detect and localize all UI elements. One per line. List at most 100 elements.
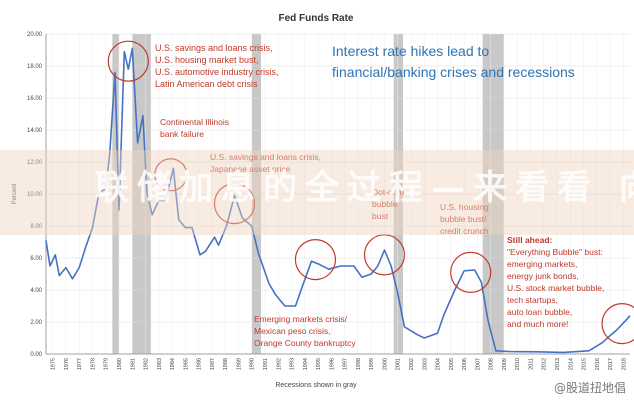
x-tick-label: 1985: [183, 358, 189, 370]
annotation-line: U.S. stock market bubble,: [507, 283, 604, 293]
x-tick-label: 2000: [382, 358, 388, 370]
x-tick-label: 2006: [462, 358, 468, 370]
axes: 0.00 2.00 4.00 6.00 8.00 10.00 12.00 14.00 16.00…: [27, 32, 630, 370]
annotation-line: tech startups,: [507, 295, 558, 305]
y-axis-label: Percent: [12, 183, 18, 204]
x-tick-label: 2018: [621, 358, 627, 370]
highlight-circle-3: [294, 239, 337, 281]
x-tick-label: 1997: [343, 358, 349, 370]
annotation-line: emerging markets,: [507, 259, 577, 269]
annotation-line: Orange County bankruptcy: [254, 338, 356, 348]
x-tick-label: 1976: [64, 358, 70, 370]
highlight-circle-5: [450, 251, 492, 293]
x-tick-label: 1987: [210, 358, 216, 370]
y-tick-label: 14.00: [27, 128, 43, 134]
x-tick-label: 2009: [502, 358, 508, 370]
annotation-line: bubble: [372, 199, 398, 209]
annotation-5: Emerging markets crisis/Mexican peso cri…: [254, 314, 356, 348]
x-tick-label: 1977: [77, 358, 83, 370]
overlay-caption: 联储加息的全过程—来看看 向: [95, 168, 634, 208]
annotation-line: Mexican peso crisis,: [254, 326, 331, 336]
y-tick-label: 0.00: [30, 352, 42, 358]
annotation-6: Still ahead: "Everything Bubble" bust: eme…: [507, 235, 604, 329]
x-tick-label: 1979: [104, 358, 110, 370]
x-tick-label: 2004: [436, 358, 442, 370]
y-tick-label: 8.00: [30, 224, 42, 230]
highlight-circle-4: [363, 234, 406, 276]
x-tick-label: 2015: [582, 358, 588, 370]
x-tick-label: 2010: [515, 358, 521, 370]
y-tick-label: 6.00: [30, 256, 42, 262]
y-tick-label: 10.00: [27, 192, 43, 198]
annotation-2: U.S. savings and loans crisis, Japanese a…: [210, 152, 321, 174]
x-tick-label: 1995: [316, 358, 322, 370]
y-tick-label: 2.00: [30, 320, 42, 326]
x-tick-label: 2005: [449, 358, 455, 370]
watermark: @股道扭地倡: [553, 381, 626, 395]
chart-title: Fed Funds Rate: [278, 13, 353, 24]
highlight-circle-2: [213, 183, 256, 225]
x-tick-label: 2014: [568, 358, 574, 370]
x-tick-label: 2013: [555, 358, 561, 370]
annotation-line: bust: [372, 211, 389, 221]
y-tick-label: 18.00: [27, 64, 43, 70]
x-tick-label: 1982: [144, 358, 150, 370]
x-tick-label: 2002: [409, 358, 415, 370]
x-tick-label: 1993: [290, 358, 296, 370]
headline-line-2: financial/banking crises and recessions: [332, 64, 575, 80]
x-tick-label: 2007: [475, 358, 481, 370]
x-tick-label: 2012: [542, 358, 548, 370]
annotation-line: auto loan bubble,: [507, 307, 572, 317]
annotation-line: bank failure: [160, 129, 204, 139]
highlight-circle-6: [601, 303, 634, 345]
annotation-line: "Everything Bubble" bust:: [507, 247, 603, 257]
series-line-layer: [45, 47, 631, 354]
x-tick-label: 1984: [170, 358, 176, 370]
x-tick-label: 1992: [276, 358, 282, 370]
annotation-0: U.S. savings and loans crisis, U.S. housi…: [155, 43, 279, 89]
x-tick-label: 2016: [595, 358, 601, 370]
annotation-line: U.S. savings and loans crisis,: [155, 43, 273, 53]
x-tick-label: 1988: [223, 358, 229, 370]
annotation-line: Dot-com: [372, 187, 404, 197]
annotation-line: credit crunch: [440, 226, 489, 236]
y-tick-label: 16.00: [27, 96, 43, 102]
x-tick-label: 2003: [422, 358, 428, 370]
annotation-line: bubble bust/: [440, 214, 487, 224]
annotation-line: and much more!: [507, 319, 568, 329]
x-tick-label: 1980: [117, 358, 123, 370]
x-tick-label: 2008: [489, 358, 495, 370]
x-tick-label: 1989: [236, 358, 242, 370]
y-tick-label: 4.00: [30, 288, 42, 294]
x-tick-label: 1999: [369, 358, 375, 370]
annotation-line: Japanese asset price: [210, 164, 291, 174]
highlight-circle-1: [154, 158, 188, 192]
annotation-line: U.S. housing: [440, 202, 489, 212]
x-tick-label: 1978: [90, 358, 96, 370]
annotation-4: U.S. housing bubble bust/credit crunch: [440, 202, 489, 236]
annotation-1: Continental Illinois bank failure: [160, 117, 229, 139]
annotation-line: energy junk bonds,: [507, 271, 579, 281]
x-tick-label: 1983: [157, 358, 163, 370]
x-tick-label: 1975: [51, 358, 57, 370]
x-tick-label: 1981: [130, 358, 136, 370]
x-tick-label: 1998: [356, 358, 362, 370]
y-tick-label: 12.00: [27, 160, 43, 166]
headline-line-1: Interest rate hikes lead to: [332, 43, 489, 59]
annotation-line: Still ahead:: [507, 235, 553, 245]
y-tick-label: 20.00: [27, 32, 43, 38]
x-tick-label: 1994: [303, 358, 309, 370]
x-tick-label: 2001: [396, 358, 402, 370]
x-tick-label: 1990: [250, 358, 256, 370]
x-tick-label: 2011: [528, 358, 534, 370]
annotations: U.S. savings and loans crisis, U.S. housi…: [155, 43, 604, 348]
highlight-circle-0: [107, 40, 149, 82]
annotation-line: U.S. housing market bust,: [155, 55, 259, 65]
x-tick-label: 1991: [263, 358, 269, 370]
annotation-line: U.S. automotive industry crisis,: [155, 67, 279, 77]
series-line-0: [45, 47, 631, 354]
x-tick-label: 1986: [197, 358, 203, 370]
annotation-line: Latin American debt crisis: [155, 79, 258, 89]
annotation-line: Continental Illinois: [160, 117, 229, 127]
